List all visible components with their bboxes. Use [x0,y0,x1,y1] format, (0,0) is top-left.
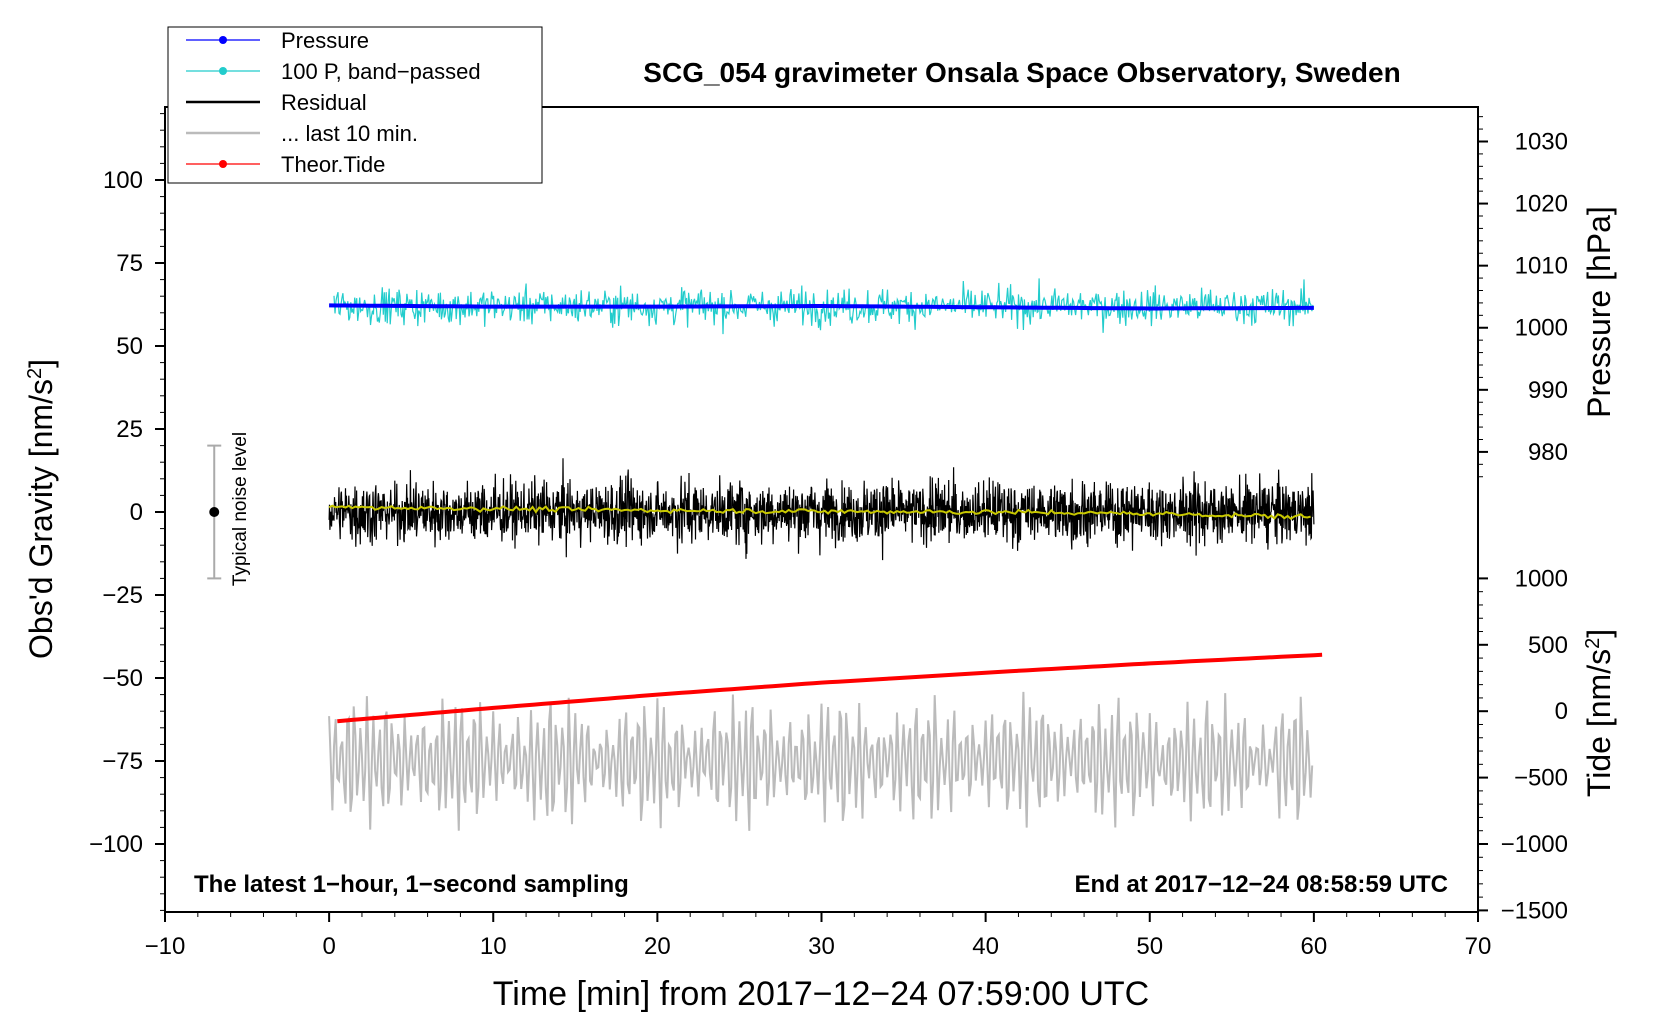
annotation-bottom-right: End at 2017−12−24 08:58:59 UTC [1074,871,1448,898]
legend-label: Pressure [281,28,369,53]
y-tick-label: 100 [103,167,143,194]
y-axis-label-tide: Tide [nm/s2] [1581,629,1617,797]
chart-title: SCG_054 gravimeter Onsala Space Observat… [643,57,1400,88]
tide-tick-label: 500 [1528,632,1568,659]
x-axis-label: Time [min] from 2017−12−24 07:59:00 UTC [493,975,1149,1013]
y-tick-label: −50 [102,665,143,692]
series-residual [328,458,1315,561]
tide-tick-label: 0 [1555,698,1568,725]
legend-label: Residual [281,90,367,115]
tide-tick-label: −1500 [1501,897,1568,924]
y-tick-label: 25 [116,416,143,443]
legend-label: Theor.Tide [281,152,385,177]
y-tick-label: 50 [116,333,143,360]
tide-tick-label: 1000 [1515,565,1568,592]
legend-box [167,26,543,184]
pressure-tick-label: 980 [1528,439,1568,466]
legend-label: ... last 10 min. [281,121,418,146]
y-tick-label: 75 [116,250,143,277]
pressure-tick-label: 1010 [1515,253,1568,280]
series-theoretical-tide [337,652,1323,724]
series-pressure [329,303,1314,311]
y-axis-label-left: Obs'd Gravity [nm/s2] [23,359,59,659]
x-tick-label: 70 [1465,933,1492,960]
series-last-10-min [328,691,1314,831]
tide-tick-label: −1000 [1501,831,1568,858]
annotation-bottom-left: The latest 1−hour, 1−second sampling [194,871,629,898]
legend-marker [219,160,227,168]
x-tick-label: −10 [145,933,186,960]
legend-marker [219,36,227,44]
y-tick-label: −100 [89,831,143,858]
noise-bar-dot [209,507,220,517]
y-tick-label: −75 [102,748,143,775]
series-residual-smoothed [328,504,1311,521]
x-tick-label: 30 [808,933,835,960]
x-tick-label: 20 [644,933,671,960]
pressure-tick-label: 990 [1528,377,1568,404]
x-tick-label: 50 [1136,933,1163,960]
pressure-tick-label: 1030 [1515,128,1568,155]
x-tick-label: 40 [972,933,999,960]
y-tick-label: 0 [130,499,143,526]
y-tick-label: −25 [102,582,143,609]
y-axis-label-pressure: Pressure [hPa] [1581,206,1617,418]
tide-tick-label: −500 [1514,765,1568,792]
x-tick-label: 0 [322,933,335,960]
pressure-tick-label: 1000 [1515,315,1568,342]
legend-label: 100 P, band−passed [281,59,481,84]
noise-level-label: Typical noise level [230,432,251,586]
legend-marker [219,67,227,75]
pressure-tick-label: 1020 [1515,191,1568,218]
x-tick-label: 10 [480,933,507,960]
x-tick-label: 60 [1301,933,1328,960]
